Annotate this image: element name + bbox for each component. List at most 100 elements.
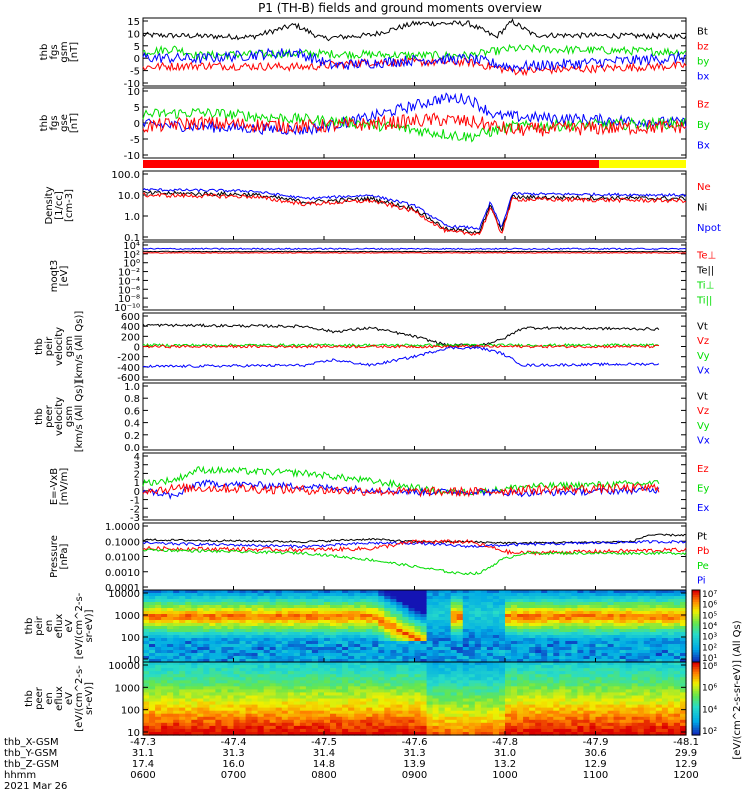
peir-spectrogram-cell bbox=[293, 608, 301, 612]
peer-spectrogram-cell bbox=[637, 701, 645, 706]
peer-spectrogram-colorbar-cell bbox=[692, 669, 700, 673]
peir-spectrogram-cell bbox=[191, 602, 198, 606]
peer-spectrogram-cell bbox=[342, 695, 349, 700]
peir-spectrogram-cell bbox=[517, 632, 524, 636]
peer-spectrogram-cell bbox=[227, 662, 235, 666]
peir-spectrogram-cell bbox=[680, 605, 687, 609]
peer-spectrogram-cell bbox=[583, 686, 590, 690]
peer-spectrogram-cell bbox=[342, 671, 349, 675]
peir-spectrogram-cell bbox=[167, 626, 174, 630]
peer-spectrogram-cell bbox=[631, 668, 639, 672]
peer-spectrogram-cell bbox=[607, 701, 615, 706]
peir-spectrogram-cell bbox=[161, 593, 168, 597]
peir-spectrogram-cell bbox=[281, 617, 289, 621]
peir-spectrogram-cell bbox=[155, 659, 162, 663]
peer-spectrogram-cell bbox=[372, 686, 379, 690]
peir-spectrogram-cell bbox=[275, 593, 283, 597]
peir-spectrogram-cell bbox=[155, 593, 162, 597]
peer-spectrogram-cell bbox=[468, 683, 476, 687]
peir-spectrogram-cell bbox=[523, 629, 530, 633]
peir-spectrogram-cell bbox=[203, 620, 210, 624]
peir-spectrogram-cell bbox=[571, 614, 578, 618]
peer-spectrogram-cell bbox=[414, 671, 422, 675]
peir-spectrogram-cell bbox=[667, 611, 675, 615]
peir-spectrogram-cell bbox=[245, 608, 253, 612]
peir-spectrogram-cell bbox=[233, 593, 241, 597]
peer-spectrogram-cell bbox=[221, 719, 228, 724]
xaxis-row-value: 12.9 bbox=[584, 759, 606, 770]
peer-spectrogram-cell bbox=[360, 686, 367, 690]
peir-spectrogram-cell bbox=[330, 650, 337, 654]
peer-velocity-legend-label: Vy bbox=[697, 421, 710, 432]
peer-spectrogram-cell bbox=[396, 719, 403, 724]
peer-spectrogram-cell bbox=[263, 701, 271, 706]
peer-spectrogram-cell bbox=[589, 692, 597, 696]
peir-spectrogram-cell bbox=[474, 653, 482, 657]
fgs-gsm-ytick-label: 0 bbox=[134, 54, 140, 65]
peer-spectrogram-colorbar-cell bbox=[692, 681, 700, 685]
peer-spectrogram-cell bbox=[197, 728, 204, 733]
peir-spectrogram-cell bbox=[420, 605, 428, 609]
peir-spectrogram-cell bbox=[414, 647, 422, 651]
peer-spectrogram-cell bbox=[269, 698, 277, 703]
peir-spectrogram-cell bbox=[523, 647, 530, 651]
peir-spectrogram-cell bbox=[318, 641, 325, 645]
peer-spectrogram-cell bbox=[517, 722, 524, 727]
peir-spectrogram-cell bbox=[203, 647, 210, 651]
peir-spectrogram-cell bbox=[311, 659, 319, 663]
peer-spectrogram-cell bbox=[311, 728, 319, 733]
peer-spectrogram-cell bbox=[511, 725, 518, 730]
peer-spectrogram-cell bbox=[486, 732, 494, 736]
peir-spectrogram-cell bbox=[631, 659, 639, 663]
peer-spectrogram-cell bbox=[384, 677, 391, 681]
peer-spectrogram-cell bbox=[305, 701, 313, 706]
peir-spectrogram-cell bbox=[583, 599, 590, 603]
by-gse-series bbox=[142, 107, 687, 143]
peir-spectrogram-cell bbox=[197, 593, 204, 597]
peer-spectrogram-cell bbox=[523, 704, 530, 709]
peir-spectrogram-cell bbox=[456, 590, 464, 594]
peer-spectrogram-cell bbox=[661, 722, 669, 727]
peir-spectrogram-cell bbox=[354, 647, 361, 651]
peir-spectrogram-cell bbox=[468, 638, 476, 642]
peir-spectrogram-cell bbox=[330, 596, 337, 600]
peer-spectrogram-cell bbox=[299, 732, 307, 736]
peir-velocity-ytick-label: -200 bbox=[117, 353, 140, 364]
peer-spectrogram-cell bbox=[239, 707, 247, 712]
peir-spectrogram-cell bbox=[625, 605, 633, 609]
peir-spectrogram-cell bbox=[143, 653, 150, 657]
peer-spectrogram-cell bbox=[499, 725, 506, 730]
peer-spectrogram-cell bbox=[565, 719, 572, 724]
peer-spectrogram-cell bbox=[637, 677, 645, 681]
peir-spectrogram-cell bbox=[511, 605, 518, 609]
peer-spectrogram-cell bbox=[167, 677, 174, 681]
peer-spectrogram-cell bbox=[275, 677, 283, 681]
peir-spectrogram-cell bbox=[517, 593, 524, 597]
peir-spectrogram-cell bbox=[354, 608, 361, 612]
peer-spectrogram-colorbar-cell bbox=[692, 696, 700, 700]
peer-spectrogram-cell bbox=[667, 732, 675, 736]
peir-spectrogram-cell bbox=[529, 605, 536, 609]
peer-spectrogram-cell bbox=[173, 677, 180, 681]
peer-spectrogram-cell bbox=[492, 728, 500, 733]
peir-spectrogram-cell bbox=[227, 593, 235, 597]
peer-spectrogram-cell bbox=[571, 671, 578, 675]
peer-spectrogram-cell bbox=[414, 662, 422, 666]
peer-spectrogram-cell bbox=[354, 728, 361, 733]
peir-spectrogram-cell bbox=[486, 638, 494, 642]
peir-spectrogram-cell bbox=[311, 653, 319, 657]
density-ytick-label: 100.0 bbox=[111, 170, 140, 181]
peir-spectrogram-cell bbox=[637, 602, 645, 606]
peir-spectrogram-cell bbox=[263, 623, 271, 627]
peer-spectrogram-cell bbox=[155, 713, 162, 718]
peer-spectrogram-cell bbox=[432, 677, 440, 681]
peer-spectrogram-colorbar-cell bbox=[692, 664, 700, 668]
peer-spectrogram-cell bbox=[161, 692, 168, 696]
peer-spectrogram-cell bbox=[414, 722, 422, 727]
peer-spectrogram-cell bbox=[311, 701, 319, 706]
peir-spectrogram-cell bbox=[239, 617, 247, 621]
peir-spectrogram-cell bbox=[619, 596, 627, 600]
peir-spectrogram-cell bbox=[505, 635, 512, 639]
peer-spectrogram-cell bbox=[571, 698, 578, 703]
peer-spectrogram-cell bbox=[179, 732, 186, 736]
